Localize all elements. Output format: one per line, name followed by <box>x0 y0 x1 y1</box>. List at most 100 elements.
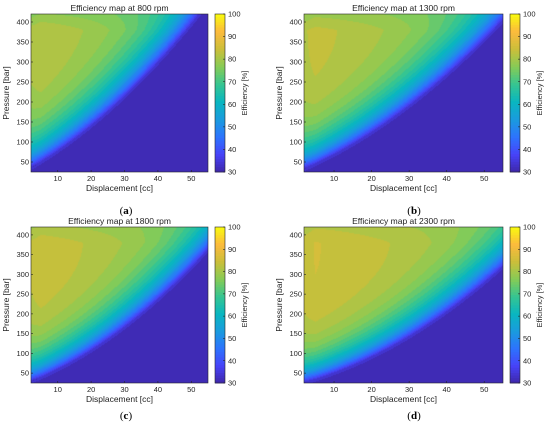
colorbar-segment <box>215 240 225 243</box>
y-axis-label: Pressure [bar] <box>274 278 284 331</box>
colorbar-tick-label: 50 <box>523 334 531 343</box>
chart-title: Efficiency map at 2300 rpm <box>352 216 455 226</box>
colorbar-segment <box>510 240 520 243</box>
y-tick-label: 400 <box>16 18 29 27</box>
colorbar-segment <box>510 364 520 368</box>
colorbar-tick-label: 80 <box>523 267 531 276</box>
colorbar-segment <box>215 320 225 324</box>
colorbar-segment <box>215 132 225 136</box>
colorbar-segment <box>510 344 520 347</box>
colorbar-segment <box>215 250 225 254</box>
colorbar-segment <box>215 234 225 238</box>
colorbar-tick-label: 40 <box>228 145 236 154</box>
colorbar-segment <box>510 116 520 120</box>
y-tick-label: 50 <box>294 369 302 378</box>
y-tick-label: 300 <box>289 58 302 67</box>
colorbar-segment <box>215 315 225 319</box>
colorbar-segment <box>510 333 520 337</box>
colorbar-segment <box>215 95 225 99</box>
colorbar-tick-label: 100 <box>228 223 241 232</box>
colorbar-segment <box>215 289 225 293</box>
colorbar-segment <box>215 27 225 31</box>
colorbar-segment <box>510 307 520 311</box>
y-tick-label: 350 <box>289 250 302 259</box>
colorbar-segment <box>510 284 520 288</box>
colorbar-segment <box>215 42 225 46</box>
y-tick-label: 250 <box>16 78 29 87</box>
y-tick-label: 350 <box>289 38 302 47</box>
colorbar-frame <box>214 226 226 384</box>
colorbar-segment <box>215 286 225 290</box>
colorbar-segment <box>510 143 520 147</box>
colorbar-segment <box>215 276 225 280</box>
colorbar-segment <box>215 245 225 249</box>
colorbar-segment <box>510 37 520 41</box>
colorbar-tick-label: 60 <box>228 312 236 321</box>
colorbar-segment <box>215 14 225 18</box>
colorbar-segment <box>215 143 225 147</box>
efficiency-heatmap <box>304 14 503 172</box>
x-axis-label: Displacement [cc] <box>86 394 153 404</box>
colorbar-segment <box>510 346 520 350</box>
colorbar-segment <box>510 79 520 83</box>
colorbar-segment <box>215 377 225 381</box>
colorbar-segment <box>215 292 225 295</box>
colorbar-segment <box>215 166 225 170</box>
colorbar-segment <box>215 148 225 152</box>
chart-title: Efficiency map at 1800 rpm <box>68 216 171 226</box>
colorbar-segment <box>215 19 225 23</box>
colorbar-segment <box>510 145 520 149</box>
colorbar-segment <box>510 90 520 94</box>
colorbar-segment <box>510 74 520 78</box>
panel-label: (d) <box>407 410 421 422</box>
colorbar-segment <box>510 341 520 345</box>
colorbar-segment <box>215 333 225 337</box>
colorbar-segment <box>510 158 520 162</box>
colorbar-segment <box>510 294 520 298</box>
colorbar-tick-label: 60 <box>523 312 531 321</box>
colorbar-segment <box>215 53 225 57</box>
y-tick-label: 150 <box>16 118 29 127</box>
colorbar-segment <box>215 255 225 259</box>
colorbar-segment <box>215 40 225 44</box>
colorbar-segment <box>510 64 520 68</box>
colorbar-segment <box>510 263 520 267</box>
colorbar-segment <box>510 124 520 128</box>
colorbar-segment <box>510 69 520 73</box>
x-tick-label: 50 <box>480 174 488 183</box>
colorbar-segment <box>215 161 225 165</box>
colorbar-segment <box>215 145 225 149</box>
colorbar-tick-label: 80 <box>523 55 531 64</box>
colorbar-segment <box>510 119 520 123</box>
colorbar-segment <box>215 100 225 104</box>
y-tick-label: 150 <box>16 329 29 338</box>
y-tick-label: 200 <box>16 98 29 107</box>
colorbar-segment <box>215 124 225 128</box>
y-tick-label: 350 <box>16 38 29 47</box>
colorbar-segment <box>510 127 520 131</box>
colorbar-segment <box>510 245 520 249</box>
colorbar-segment <box>215 354 225 358</box>
colorbar-segment <box>510 305 520 308</box>
colorbar-segment <box>215 367 225 371</box>
colorbar-segment <box>215 16 225 20</box>
colorbar-segment <box>510 14 520 18</box>
colorbar-segment <box>215 310 225 314</box>
y-tick-label: 150 <box>289 329 302 338</box>
colorbar-segment <box>215 116 225 120</box>
y-tick-label: 250 <box>289 290 302 299</box>
colorbar-tick-label: 30 <box>228 379 236 388</box>
colorbar-segment <box>510 108 520 112</box>
panel-label: (a) <box>120 205 133 217</box>
x-axis-label: Displacement [cc] <box>370 394 437 404</box>
colorbar-segment <box>510 150 520 154</box>
colorbar-segment <box>510 260 520 264</box>
y-tick-label: 50 <box>21 158 29 167</box>
colorbar-segment <box>510 367 520 371</box>
x-tick-label: 30 <box>120 385 128 394</box>
colorbar-tick-label: 40 <box>228 356 236 365</box>
colorbar-segment <box>510 98 520 102</box>
colorbar-segment <box>510 377 520 381</box>
colorbar-segment <box>215 77 225 81</box>
colorbar-segment <box>215 359 225 363</box>
